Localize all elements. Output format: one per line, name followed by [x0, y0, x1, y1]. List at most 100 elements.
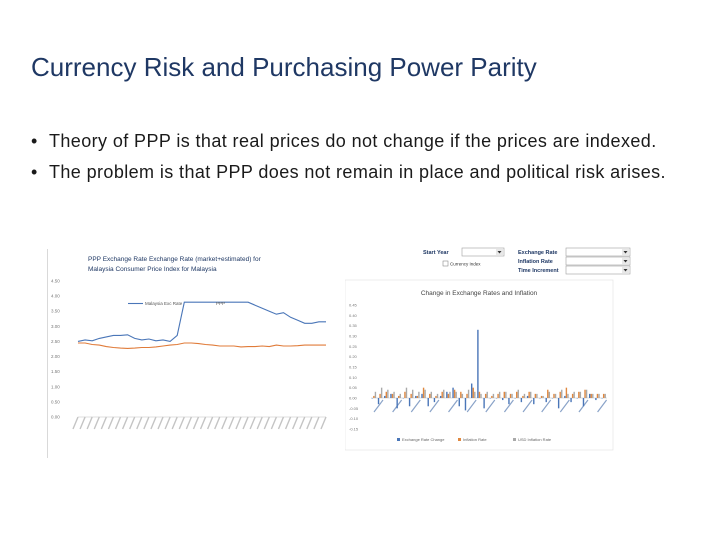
- x-tick-label: [86, 416, 93, 430]
- bar: [416, 395, 419, 398]
- x-tick-label: [306, 416, 313, 430]
- x-tick-label: [373, 399, 384, 413]
- bar: [508, 398, 510, 405]
- bar: [602, 393, 605, 398]
- bar: [436, 393, 439, 398]
- currency-index-checkbox[interactable]: [442, 260, 449, 267]
- x-tick-label: [410, 399, 421, 413]
- y-tick-label: -0.05: [349, 406, 359, 411]
- chevron-down-icon-glyph: [623, 251, 628, 254]
- inflation-panel-svg: Start Year Currency Index Exchange Rate …: [344, 247, 631, 451]
- chart-title-line-1: PPP Exchange Rate Exchange Rate (market+…: [88, 256, 262, 263]
- chevron-down-icon-glyph: [623, 269, 628, 272]
- x-tick-label: [129, 416, 136, 430]
- x-tick-label: [221, 416, 228, 430]
- x-tick-label: [143, 416, 150, 430]
- exchange-rate-label: Exchange Rate: [518, 250, 557, 256]
- bar: [523, 393, 526, 398]
- series-line: [78, 342, 326, 349]
- ppp-line-chart-svg: PPP Exchange Rate Exchange Rate (market+…: [51, 256, 327, 430]
- bar: [433, 398, 436, 403]
- x-tick-label: [235, 416, 242, 430]
- bar: [408, 398, 411, 407]
- y-tick-label: 0.25: [349, 344, 358, 349]
- bar: [564, 395, 566, 398]
- bar: [410, 393, 412, 398]
- bar: [561, 389, 563, 398]
- bar: [477, 329, 479, 398]
- bar: [588, 393, 591, 398]
- x-tick-label: [559, 399, 570, 413]
- x-tick-label: [136, 416, 143, 430]
- bar: [503, 391, 505, 398]
- y-tick-label: 3.00: [51, 324, 60, 329]
- bar: [567, 393, 569, 398]
- y-tick-label: 3.50: [51, 309, 60, 314]
- y-tick-label: 4.50: [51, 279, 60, 284]
- y-tick-label: -0.10: [349, 416, 359, 421]
- bar: [595, 398, 597, 401]
- x-tick-label: [270, 416, 278, 430]
- bar: [505, 391, 507, 398]
- bar: [528, 391, 530, 398]
- bar: [374, 391, 377, 398]
- y-tick-label: 0.10: [349, 375, 358, 380]
- x-tick-label: [100, 416, 107, 430]
- x-tick-label: [199, 416, 207, 430]
- y-tick-label: 0.35: [349, 323, 358, 328]
- bar: [526, 395, 529, 398]
- time-increment-label: Time Increment: [518, 268, 559, 274]
- bar: [424, 389, 426, 398]
- bullet-item: • The problem is that PPP does not remain…: [31, 161, 667, 183]
- bullet-dot: •: [31, 131, 38, 151]
- y-tick-label: 4.00: [51, 294, 60, 299]
- x-tick-label: [256, 416, 263, 430]
- bar: [590, 393, 592, 398]
- start-year-label: Start Year: [423, 250, 449, 256]
- inflation-rate-select[interactable]: [565, 256, 631, 266]
- x-tick-label: [164, 416, 171, 430]
- bar: [511, 393, 513, 398]
- bar: [373, 395, 375, 398]
- x-tick-label: [178, 416, 185, 430]
- bar: [542, 395, 544, 398]
- bar: [390, 393, 392, 398]
- x-tick-label: [228, 416, 235, 430]
- bullet-list: • Theory of PPP is that real prices do no…: [31, 130, 667, 192]
- bar: [449, 391, 451, 398]
- bar: [458, 398, 460, 407]
- bar: [461, 393, 464, 398]
- bar: [418, 391, 420, 398]
- bar: [385, 391, 387, 398]
- bar: [579, 391, 582, 398]
- bar: [492, 393, 495, 398]
- x-tick-label: [448, 399, 459, 413]
- bar: [460, 391, 462, 398]
- bar: [483, 398, 485, 409]
- x-tick-label: [541, 399, 552, 413]
- bar: [520, 398, 523, 403]
- y-tick-label: 2.50: [51, 339, 60, 344]
- x-tick-label: [249, 416, 256, 430]
- bar: [472, 387, 474, 398]
- bar: [447, 393, 450, 398]
- x-tick-label: [320, 416, 327, 430]
- bar: [585, 389, 588, 398]
- time-increment-select[interactable]: [565, 265, 631, 275]
- bar: [516, 391, 518, 398]
- bar: [377, 398, 380, 405]
- bar: [571, 393, 574, 398]
- bullet-text: The problem is that PPP does not remain …: [49, 162, 666, 182]
- x-tick-label: [93, 416, 100, 430]
- y-tick-label: 0.30: [349, 334, 358, 339]
- bar: [540, 395, 543, 398]
- bar: [453, 389, 456, 398]
- start-year-select[interactable]: [461, 247, 505, 257]
- bar: [391, 393, 394, 398]
- y-tick-label: 0.00: [349, 396, 358, 401]
- series-line: [77, 301, 326, 342]
- y-tick-label: 0.05: [349, 385, 358, 390]
- bar: [398, 395, 400, 398]
- x-tick-label: [242, 416, 249, 430]
- exchange-rate-select[interactable]: [565, 247, 631, 257]
